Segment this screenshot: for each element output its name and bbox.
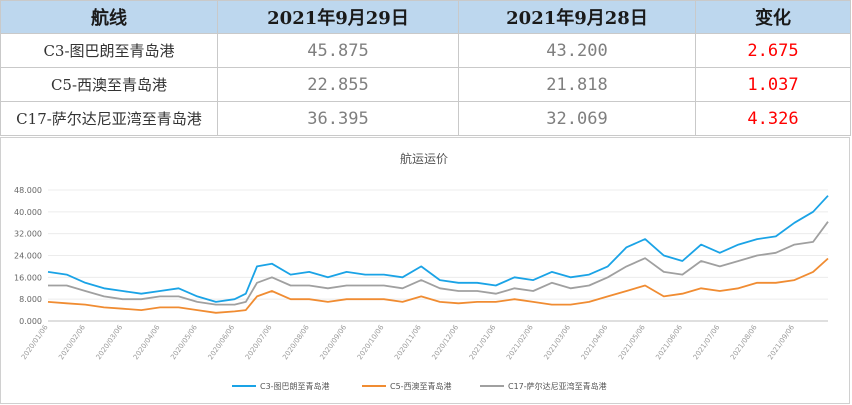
route-cell: C5-西澳至青岛港 bbox=[0, 67, 218, 102]
chart-title: 航运运价 bbox=[400, 151, 448, 166]
y-tick-label: 0.000 bbox=[19, 317, 42, 326]
value-cell: 22.855 bbox=[217, 67, 459, 102]
x-tick-label: 2021/03/06 bbox=[542, 323, 572, 361]
x-tick-label: 2021/06/06 bbox=[654, 323, 684, 361]
x-tick-label: 2021/02/06 bbox=[505, 323, 535, 361]
x-tick-label: 2021/05/06 bbox=[617, 323, 647, 361]
x-tick-label: 2021/04/06 bbox=[580, 323, 610, 361]
y-tick-label: 24.000 bbox=[14, 252, 42, 261]
x-tick-label: 2020/03/06 bbox=[95, 323, 125, 361]
header-change: 变化 bbox=[695, 0, 851, 34]
series-line-0 bbox=[47, 195, 829, 303]
route-cell: C3-图巴朗至青岛港 bbox=[0, 33, 218, 68]
y-tick-label: 48.000 bbox=[14, 186, 42, 195]
table-row: C3-图巴朗至青岛港 45.875 43.200 2.675 bbox=[0, 33, 851, 68]
legend-label: C17-萨尔达尼亚湾至青岛港 bbox=[508, 381, 607, 391]
series-line-2 bbox=[48, 221, 829, 306]
x-tick-label: 2020/05/06 bbox=[169, 323, 199, 361]
x-tick-label: 2020/12/06 bbox=[430, 323, 460, 361]
header-route: 航线 bbox=[0, 0, 218, 34]
legend-label: C3-图巴朗至青岛港 bbox=[260, 381, 330, 391]
value-cell: 32.069 bbox=[458, 101, 696, 136]
x-tick-label: 2020/07/06 bbox=[244, 323, 274, 361]
x-tick-label: 2020/08/06 bbox=[281, 323, 311, 361]
route-cell: C17-萨尔达尼亚湾至青岛港 bbox=[0, 101, 218, 136]
x-tick-label: 2021/08/06 bbox=[729, 323, 759, 361]
table-row: C5-西澳至青岛港 22.855 21.818 1.037 bbox=[0, 67, 851, 102]
change-cell: 4.326 bbox=[695, 101, 851, 136]
series-line-1 bbox=[47, 257, 829, 314]
x-tick-label: 2021/09/06 bbox=[766, 323, 796, 361]
x-tick-label: 2020/04/06 bbox=[132, 323, 162, 361]
chart-frame bbox=[0, 137, 850, 404]
legend-label: C5-西澳至青岛港 bbox=[390, 381, 452, 391]
value-cell: 43.200 bbox=[458, 33, 696, 68]
y-tick-label: 32.000 bbox=[14, 230, 42, 239]
value-cell: 45.875 bbox=[217, 33, 459, 68]
y-tick-label: 8.000 bbox=[19, 295, 42, 304]
x-tick-label: 2020/09/06 bbox=[319, 323, 349, 361]
table-header-row: 航线 2021年9月29日 2021年9月28日 变化 bbox=[0, 0, 851, 34]
x-tick-label: 2020/11/06 bbox=[393, 323, 423, 361]
x-tick-label: 2020/01/06 bbox=[20, 323, 50, 361]
change-cell: 2.675 bbox=[695, 33, 851, 68]
y-tick-label: 40.000 bbox=[14, 208, 42, 217]
x-tick-label: 2020/06/06 bbox=[207, 323, 237, 361]
table-row: C17-萨尔达尼亚湾至青岛港 36.395 32.069 4.326 bbox=[0, 101, 851, 136]
value-cell: 21.818 bbox=[458, 67, 696, 102]
change-cell: 1.037 bbox=[695, 67, 851, 102]
price-table: 航线 2021年9月29日 2021年9月28日 变化 C3-图巴朗至青岛港 4… bbox=[0, 0, 851, 136]
x-tick-label: 2020/02/06 bbox=[57, 323, 87, 361]
value-cell: 36.395 bbox=[217, 101, 459, 136]
x-tick-label: 2020/10/06 bbox=[356, 323, 386, 361]
x-tick-label: 2021/07/06 bbox=[692, 323, 722, 361]
x-tick-label: 2021/01/06 bbox=[468, 323, 498, 361]
y-tick-label: 16.000 bbox=[14, 273, 42, 282]
